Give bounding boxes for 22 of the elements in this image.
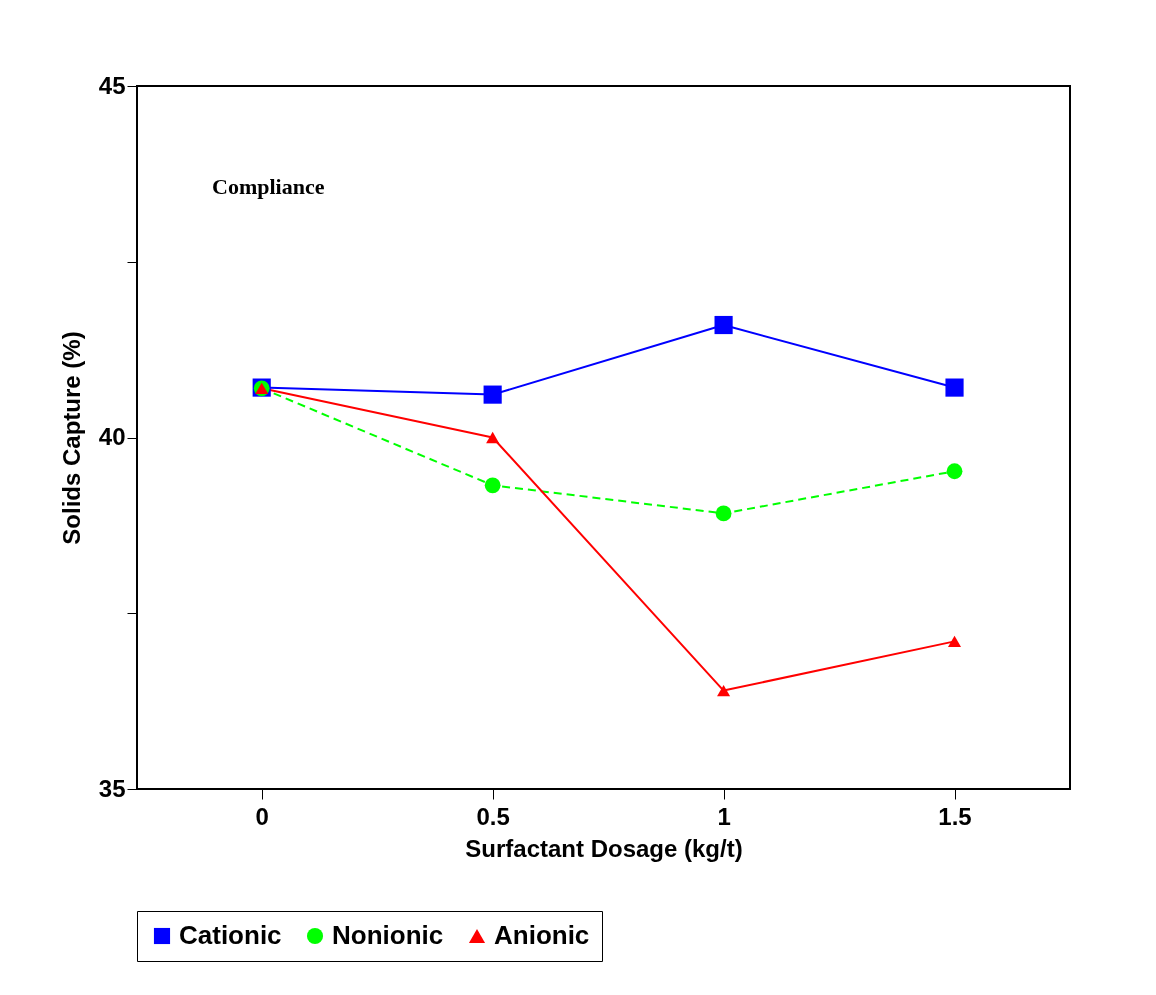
point xyxy=(945,378,964,397)
legend-label: Nonionic xyxy=(332,920,444,950)
y-tick-label: 40 xyxy=(98,423,126,450)
legend-label: Cationic xyxy=(179,920,282,950)
x-tick-label: 1.5 xyxy=(938,802,972,830)
x-tick-label: 0.5 xyxy=(476,802,510,830)
point xyxy=(715,505,732,522)
point xyxy=(714,315,733,335)
y-tick-label: 35 xyxy=(98,774,126,802)
point xyxy=(946,463,963,480)
x-tick-label: 0 xyxy=(255,802,269,830)
x-axis-title: Surfactant Dosage (kg/t) xyxy=(465,834,743,862)
annotation: Compliance xyxy=(212,174,325,199)
y-tick-label: 45 xyxy=(98,71,126,99)
point xyxy=(483,385,502,404)
legend-label: Anionic xyxy=(494,920,590,950)
point xyxy=(948,635,962,648)
point xyxy=(484,477,501,494)
point xyxy=(486,431,500,444)
point xyxy=(717,684,731,697)
x-tick-label: 1 xyxy=(717,802,731,830)
y-axis-title: Solids Capture (%) xyxy=(57,331,85,545)
